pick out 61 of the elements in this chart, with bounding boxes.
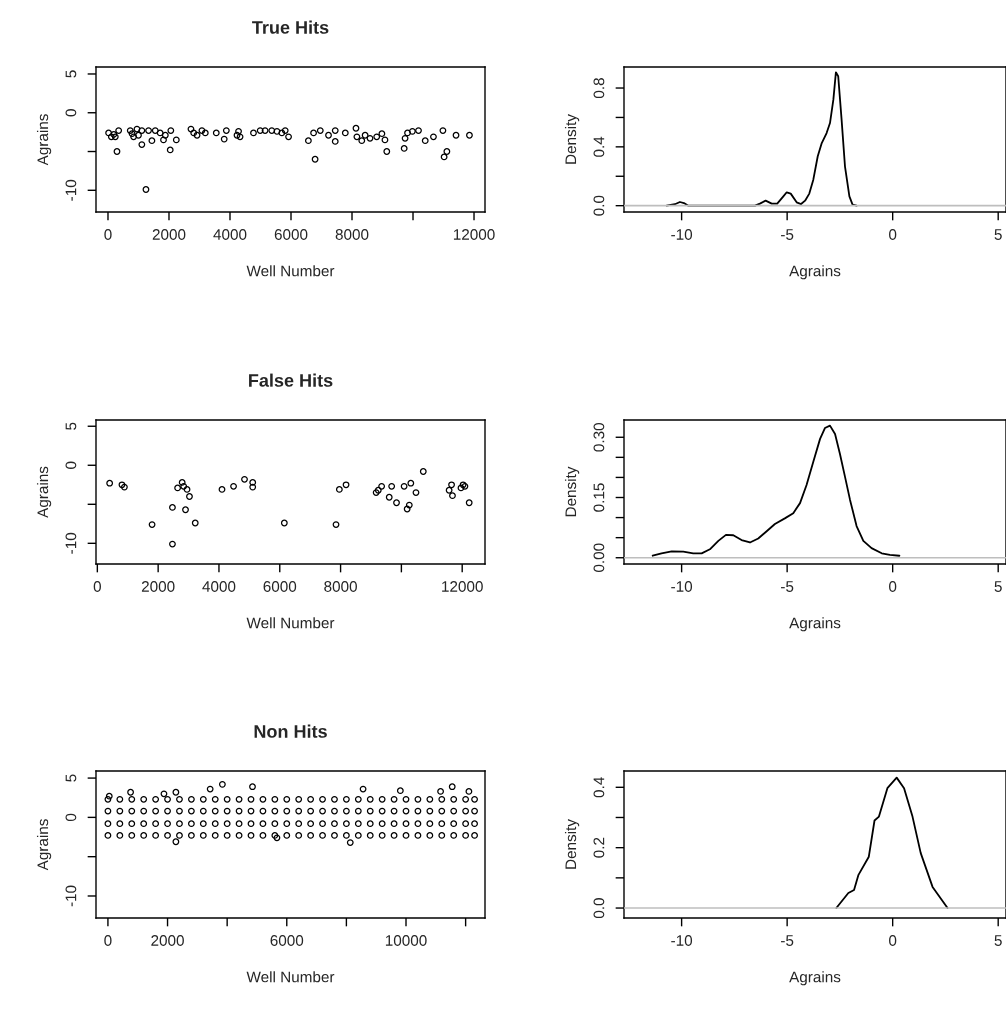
- y-tick-label: 0.00: [593, 543, 605, 572]
- y-tick-label: 5: [65, 422, 77, 430]
- y-tick-label: 0.8: [593, 78, 605, 99]
- y-tick-label: 5: [65, 774, 77, 782]
- y-axis-title: Agrains: [36, 466, 52, 518]
- y-axis-title: Agrains: [36, 819, 52, 871]
- x-tick-label: 6000: [274, 229, 308, 240]
- y-tick-label: 0.30: [593, 423, 605, 452]
- y-tick-label: -10: [65, 179, 77, 201]
- x-tick-label: 0: [889, 229, 897, 240]
- y-axis-title: Density: [564, 466, 580, 517]
- x-tick-label: -10: [671, 935, 693, 946]
- x-axis-title: Well Number: [246, 265, 335, 277]
- chart-title: Non Hits: [254, 724, 327, 738]
- x-axis-title: Well Number: [246, 617, 335, 629]
- x-tick-label: 8000: [324, 581, 357, 592]
- y-tick-label: 0.2: [593, 837, 605, 858]
- y-axis-title: Agrains: [36, 114, 52, 166]
- y-tick-label: 0: [65, 461, 77, 469]
- y-tick-label: 0.0: [593, 898, 605, 919]
- y-axis-title: Density: [564, 819, 580, 869]
- x-tick-label: 4000: [213, 229, 247, 240]
- y-tick-label: 0: [65, 109, 77, 117]
- y-tick-label: 0.15: [593, 483, 605, 512]
- y-tick-label: 0: [65, 813, 77, 822]
- y-tick-label: 0.4: [593, 136, 605, 157]
- x-tick-label: -5: [781, 581, 794, 592]
- x-tick-label: -10: [671, 581, 693, 592]
- x-tick-label: 10000: [385, 935, 427, 946]
- y-tick-label: 0.0: [593, 195, 605, 216]
- x-tick-label: 4000: [202, 581, 236, 592]
- x-tick-label: -5: [781, 935, 794, 946]
- x-tick-label: 12000: [453, 229, 495, 240]
- x-axis-title: Agrains: [789, 617, 841, 632]
- x-axis-title: Agrains: [789, 265, 841, 280]
- y-tick-label: -10: [65, 532, 77, 554]
- x-tick-label: 0: [93, 581, 101, 592]
- x-tick-label: 2000: [152, 229, 186, 240]
- y-tick-label: 0.4: [593, 777, 605, 798]
- x-tick-label: -10: [671, 229, 693, 240]
- x-tick-label: 12000: [442, 581, 483, 592]
- x-tick-label: 5: [994, 935, 1002, 946]
- x-tick-label: 6000: [270, 935, 304, 946]
- x-tick-label: 8000: [335, 229, 369, 240]
- x-tick-label: 2000: [141, 581, 175, 592]
- x-tick-label: 0: [104, 229, 112, 240]
- x-tick-label: 0: [889, 581, 897, 592]
- x-tick-label: -5: [781, 229, 794, 240]
- y-tick-label: 5: [65, 70, 77, 78]
- chart-title: True Hits: [252, 20, 329, 34]
- x-tick-label: 0: [104, 935, 112, 946]
- y-axis-title: Density: [564, 114, 580, 164]
- chart-title: False Hits: [249, 373, 333, 387]
- x-tick-label: 6000: [263, 581, 297, 592]
- y-tick-label: -10: [65, 885, 77, 907]
- x-tick-label: 5: [994, 229, 1002, 240]
- x-tick-label: 2000: [151, 935, 184, 946]
- x-axis-title: Agrains: [789, 971, 841, 986]
- x-tick-label: 5: [994, 581, 1002, 592]
- x-tick-label: 0: [889, 935, 897, 946]
- x-axis-title: Well Number: [246, 971, 335, 983]
